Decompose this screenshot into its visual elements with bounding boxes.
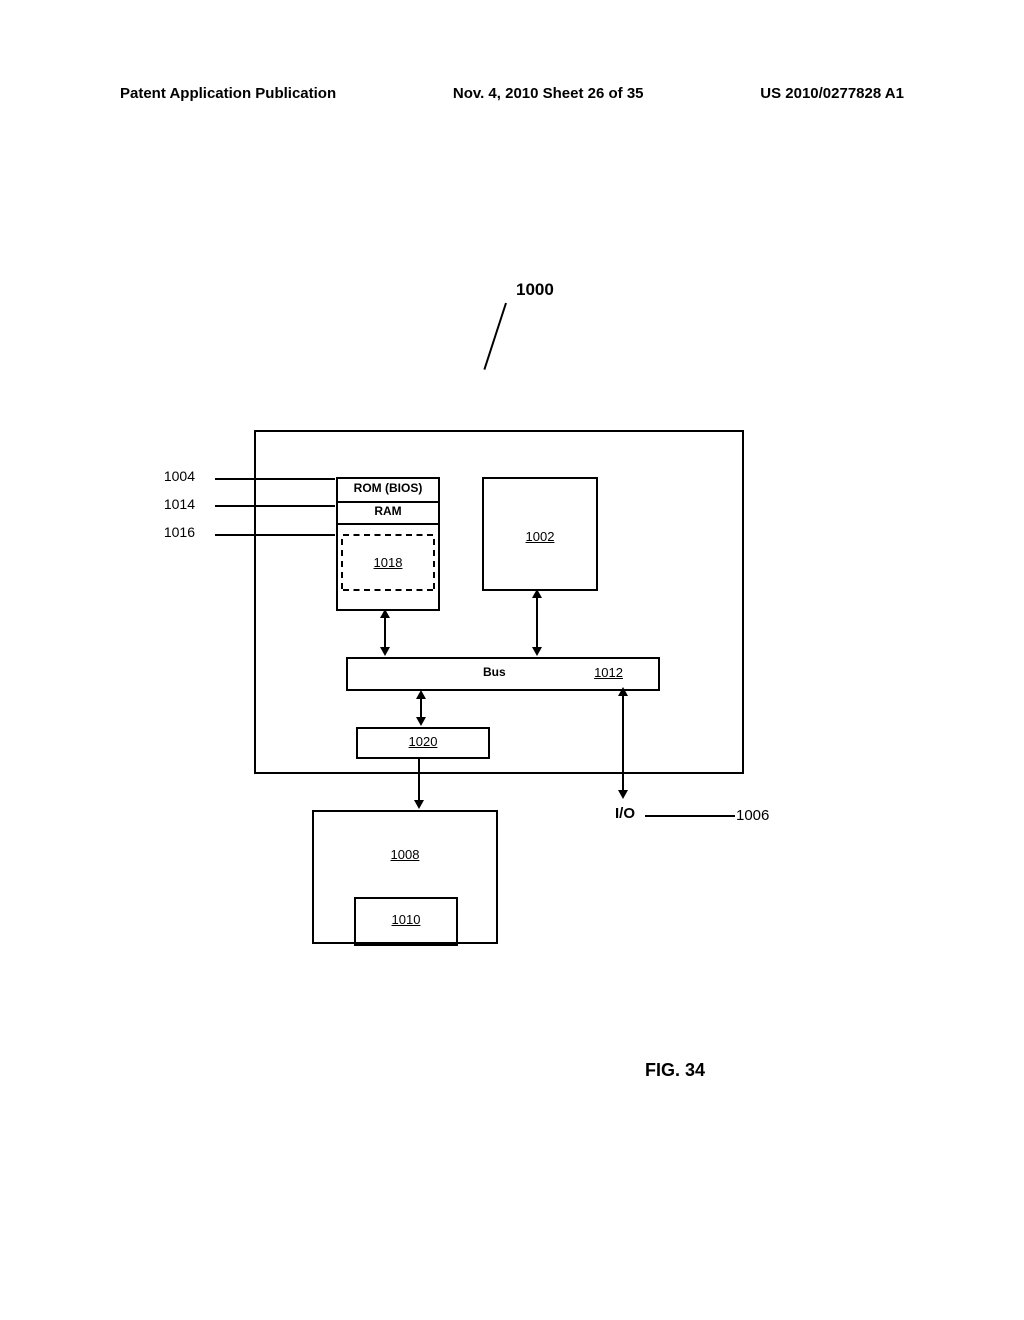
arrow-up-icon [416,690,426,699]
arrow-down-icon [414,800,424,809]
ref-1000: 1000 [516,280,554,300]
box-1008: 1008 1010 [312,810,498,944]
bus-label: Bus [483,665,506,679]
ref-1018: 1018 [338,555,438,570]
box-1020: 1020 [356,727,490,759]
ref-1016: 1016 [164,524,195,540]
arrow-down-icon [416,717,426,726]
leader-line [215,505,335,507]
arrow-up-icon [380,609,390,618]
leader-line [215,478,335,480]
dashed-border [343,534,433,536]
ref-1002: 1002 [484,529,596,544]
io-label: I/O [615,805,635,822]
header-right: US 2010/0277828 A1 [760,85,904,102]
ref-1006: 1006 [736,807,769,824]
leader-line [645,815,735,817]
connector [384,612,386,652]
box-1010: 1010 [354,897,458,946]
dashed-border [343,589,433,591]
arrow-down-icon [532,647,542,656]
bus-box: Bus 1012 [346,657,660,691]
connector [622,689,624,794]
leader-1000 [483,303,507,370]
ref-1004: 1004 [164,468,195,484]
divider [338,523,438,525]
ref-1012: 1012 [594,665,623,680]
diagram: 1000 ROM (BIOS) RAM 1018 1002 Bus 1012 1… [0,150,1024,1150]
arrow-up-icon [618,687,628,696]
ram-label: RAM [338,504,438,518]
ref-1008: 1008 [314,847,496,862]
main-box: ROM (BIOS) RAM 1018 1002 Bus 1012 1020 [254,430,744,774]
arrow-down-icon [380,647,390,656]
leader-line [215,534,335,536]
arrow-up-icon [532,589,542,598]
processor-box: 1002 [482,477,598,591]
page-header: Patent Application Publication Nov. 4, 2… [0,85,1024,102]
connector [418,757,420,805]
ref-1010: 1010 [356,912,456,927]
divider [338,501,438,503]
rom-label: ROM (BIOS) [338,481,438,495]
header-center: Nov. 4, 2010 Sheet 26 of 35 [453,85,644,102]
figure-label: FIG. 34 [645,1060,705,1081]
memory-box: ROM (BIOS) RAM 1018 [336,477,440,611]
ref-1014: 1014 [164,496,195,512]
arrow-down-icon [618,790,628,799]
connector [536,592,538,652]
header-left: Patent Application Publication [120,85,336,102]
ref-1020: 1020 [358,734,488,749]
